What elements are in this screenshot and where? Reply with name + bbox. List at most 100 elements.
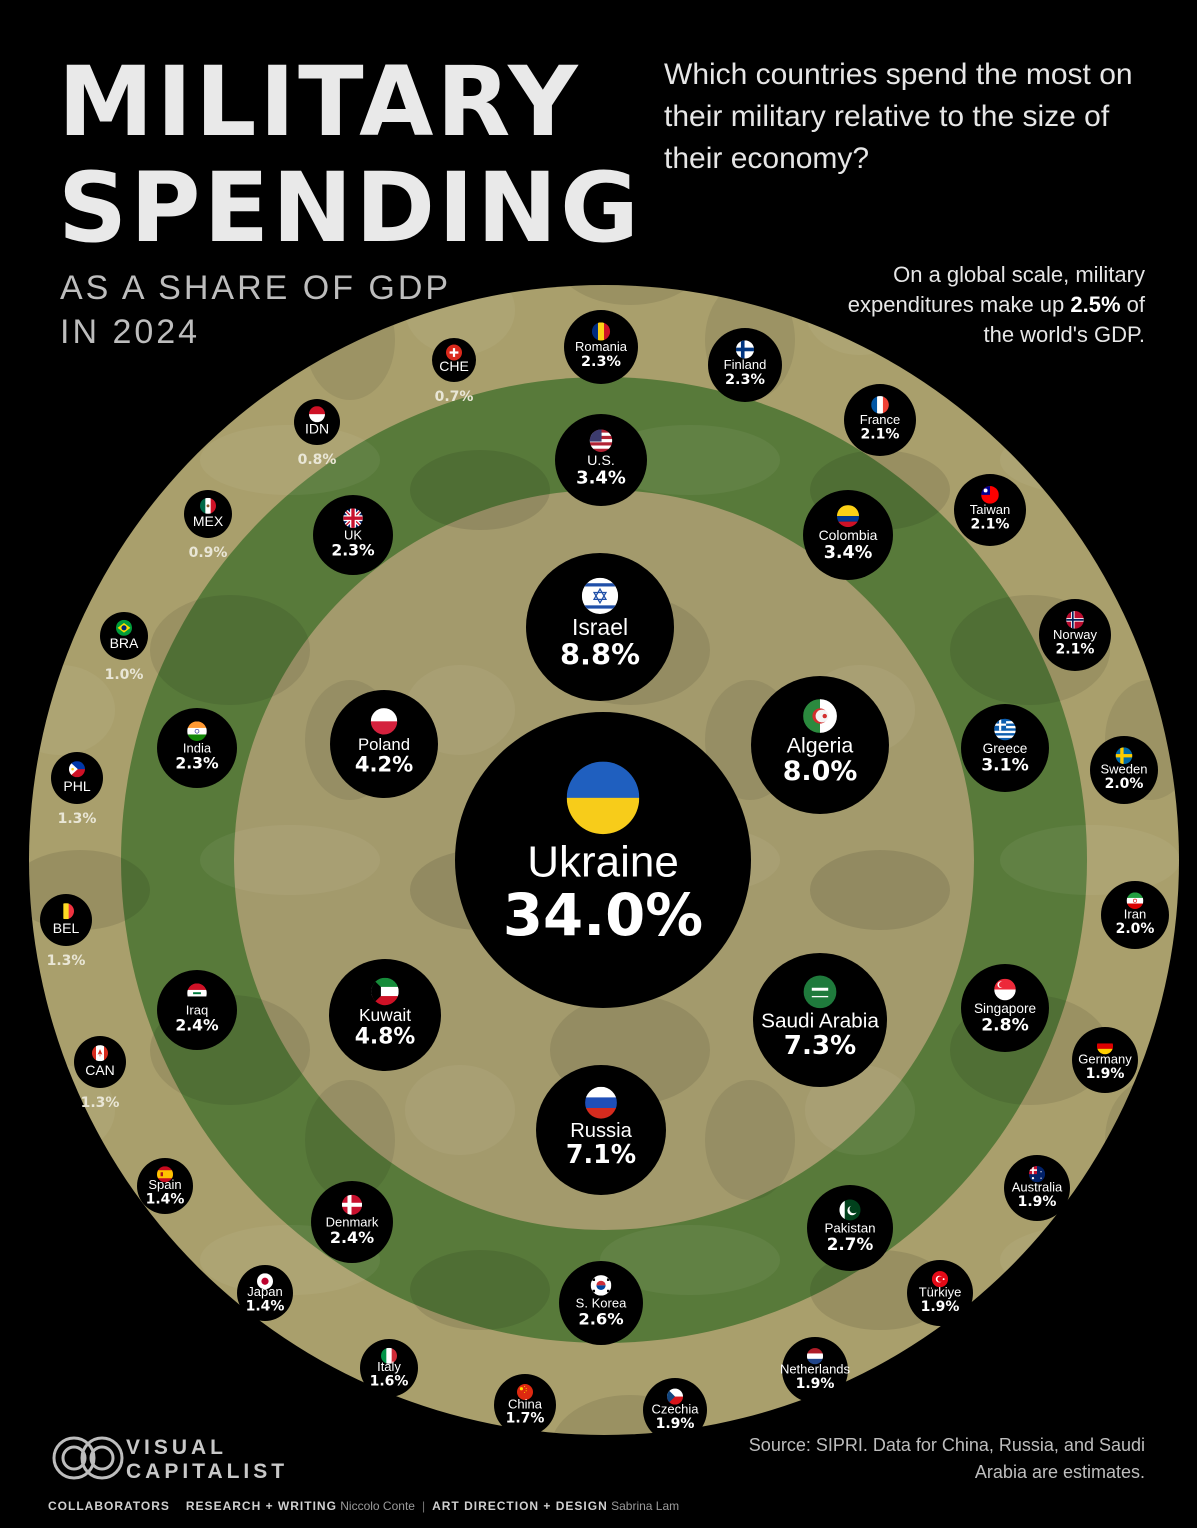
australia-flag-icon — [1028, 1166, 1046, 1183]
iran-flag-icon — [1126, 892, 1144, 910]
bubble-circle — [954, 474, 1026, 546]
value-label: 0.7% — [435, 389, 474, 405]
uk-flag-icon — [343, 508, 363, 529]
country-name-label: Iran — [1124, 907, 1146, 922]
bubble-idn: IDN 0.8% — [294, 399, 340, 468]
value-label: 34.0% — [503, 881, 703, 949]
japan-flag-icon — [257, 1273, 273, 1290]
singapore-flag-icon — [994, 978, 1016, 1001]
country-name-label: IDN — [305, 421, 329, 437]
ukraine-flag-icon — [566, 761, 640, 835]
country-name-label: U.S. — [587, 453, 615, 469]
country-name-label: PHL — [63, 778, 90, 794]
country-name-label: Japan — [247, 1284, 282, 1299]
pakistan-flag-icon — [839, 1199, 861, 1221]
bubble-circle — [100, 612, 148, 660]
bubble-circle — [708, 328, 782, 402]
bubble-bra: BRA 1.0% — [100, 612, 148, 683]
value-label: 2.4% — [175, 1016, 219, 1034]
value-label: 1.4% — [246, 1298, 285, 1314]
bubble-circle — [844, 384, 916, 456]
bubble-circle — [961, 964, 1049, 1052]
bubble-circle — [330, 690, 438, 798]
value-label: 2.0% — [1116, 921, 1155, 937]
bubble-circle — [782, 1337, 848, 1403]
colombia-flag-icon — [836, 505, 860, 528]
value-label: 1.3% — [47, 953, 86, 969]
sweden-flag-icon — [1115, 747, 1133, 765]
kuwait-flag-icon — [371, 977, 399, 1006]
iraq-flag-icon — [187, 983, 207, 1004]
bubble-circle — [564, 310, 638, 384]
value-label: 7.1% — [566, 1139, 636, 1169]
saudi-flag-icon — [803, 975, 837, 1009]
country-name-label: Romania — [575, 339, 628, 354]
country-name-label: Denmark — [326, 1215, 379, 1230]
czechia-flag-icon — [667, 1388, 683, 1405]
value-label: 4.8% — [355, 1024, 416, 1049]
bubble-circle — [1039, 599, 1111, 671]
country-name-label: Sweden — [1101, 762, 1148, 777]
bubble-che: CHE 0.7% — [432, 338, 476, 405]
country-name-label: China — [508, 1396, 543, 1411]
source-note: Source: SIPRI. Data for China, Russia, a… — [748, 1435, 1145, 1482]
bubble-circle — [157, 970, 237, 1050]
title-line-2: SPENDING — [58, 152, 642, 264]
value-label: 1.9% — [656, 1416, 695, 1432]
bubble-circle — [803, 490, 893, 580]
bubble-can: CAN 1.3% — [74, 1036, 126, 1111]
global-note-pre: On a global scale, military expenditures… — [847, 262, 1145, 317]
bubble-circle — [313, 495, 393, 575]
country-name-label: Algeria — [787, 734, 854, 758]
visual-capitalist-wordmark: VISUAL CAPITALIST — [126, 1436, 289, 1483]
indonesia-flag-icon — [309, 406, 325, 423]
romania-flag-icon — [591, 322, 611, 341]
israel-flag-icon — [581, 577, 619, 615]
country-name-label: BRA — [110, 635, 139, 651]
spain-flag-icon — [157, 1166, 173, 1183]
country-name-label: India — [183, 740, 212, 755]
country-name-label: BEL — [53, 920, 80, 936]
bubble-circle — [1090, 736, 1158, 804]
country-name-label: Poland — [358, 735, 410, 754]
bubble-u-s: U.S.3.4% — [555, 414, 647, 506]
bubble-circle — [559, 1261, 643, 1345]
country-name-label: Iraq — [186, 1002, 208, 1017]
value-label: 8.0% — [783, 756, 858, 787]
bubble-circle — [1004, 1155, 1070, 1221]
mexico-flag-icon — [200, 497, 216, 514]
bubble-circle — [40, 894, 92, 946]
bubble-circle — [184, 490, 232, 538]
bubble-circle — [1072, 1027, 1138, 1093]
brazil-flag-icon — [116, 619, 132, 636]
bubble-circle — [137, 1158, 193, 1214]
credits: COLLABORATORS RESEARCH + WRITING Niccolo … — [48, 1499, 680, 1513]
country-name-label: Singapore — [974, 1001, 1036, 1016]
country-name-label: France — [860, 412, 900, 427]
design-label: ART DIRECTION + DESIGN — [432, 1499, 608, 1513]
value-label: 1.9% — [1086, 1066, 1125, 1082]
bubble-circle — [643, 1378, 707, 1442]
